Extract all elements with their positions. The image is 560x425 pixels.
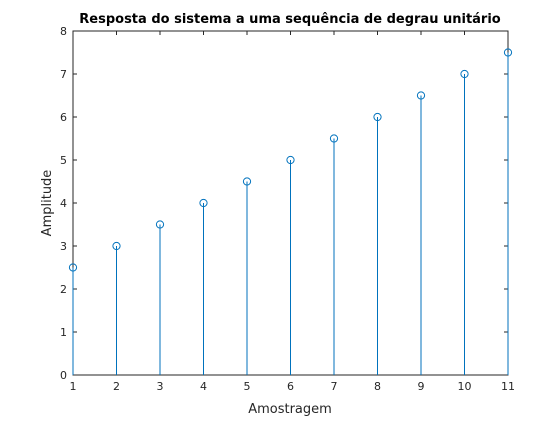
y-tick-label: 8 (60, 25, 67, 38)
stem-marker (242, 177, 252, 186)
x-tick-label: 4 (200, 380, 207, 393)
stem-marker (286, 155, 295, 165)
y-tick-label: 0 (60, 369, 67, 382)
x-tick-label: 11 (501, 380, 515, 393)
stem-marker (460, 69, 469, 79)
stem-series (68, 48, 513, 375)
x-tick-label: 5 (244, 380, 251, 393)
x-tick-label: 6 (287, 380, 294, 393)
y-tick-label: 2 (60, 283, 67, 296)
stem-marker (68, 263, 78, 272)
y-tick-label: 7 (60, 68, 67, 81)
x-tick-label: 2 (113, 380, 120, 393)
x-tick-label: 3 (157, 380, 164, 393)
x-tick-label: 10 (458, 380, 472, 393)
y-tick-label: 1 (60, 326, 67, 339)
y-tick-label: 5 (60, 154, 67, 167)
x-tick-label: 1 (70, 380, 77, 393)
y-axis-ticks: 0 1 2 3 4 5 6 7 8 (60, 25, 508, 382)
y-tick-label: 3 (60, 240, 67, 253)
x-tick-label: 7 (331, 380, 338, 393)
y-axis-label: Amplitude (40, 170, 55, 237)
stem-marker (503, 48, 513, 57)
y-tick-label: 6 (60, 111, 67, 124)
stem-marker (155, 220, 165, 229)
x-axis-label: Amostragem (248, 402, 332, 417)
x-axis-ticks: 1 2 3 4 5 6 7 8 9 10 11 (70, 31, 515, 393)
x-tick-label: 8 (374, 380, 381, 393)
y-tick-label: 4 (60, 197, 67, 210)
stem-marker (199, 198, 208, 208)
x-tick-label: 9 (418, 380, 425, 393)
stem-marker (329, 134, 339, 143)
chart-title: Resposta do sistema a uma sequência de d… (79, 12, 501, 27)
stem-marker (112, 241, 121, 251)
stem-marker (416, 91, 426, 100)
stem-marker (373, 112, 382, 122)
